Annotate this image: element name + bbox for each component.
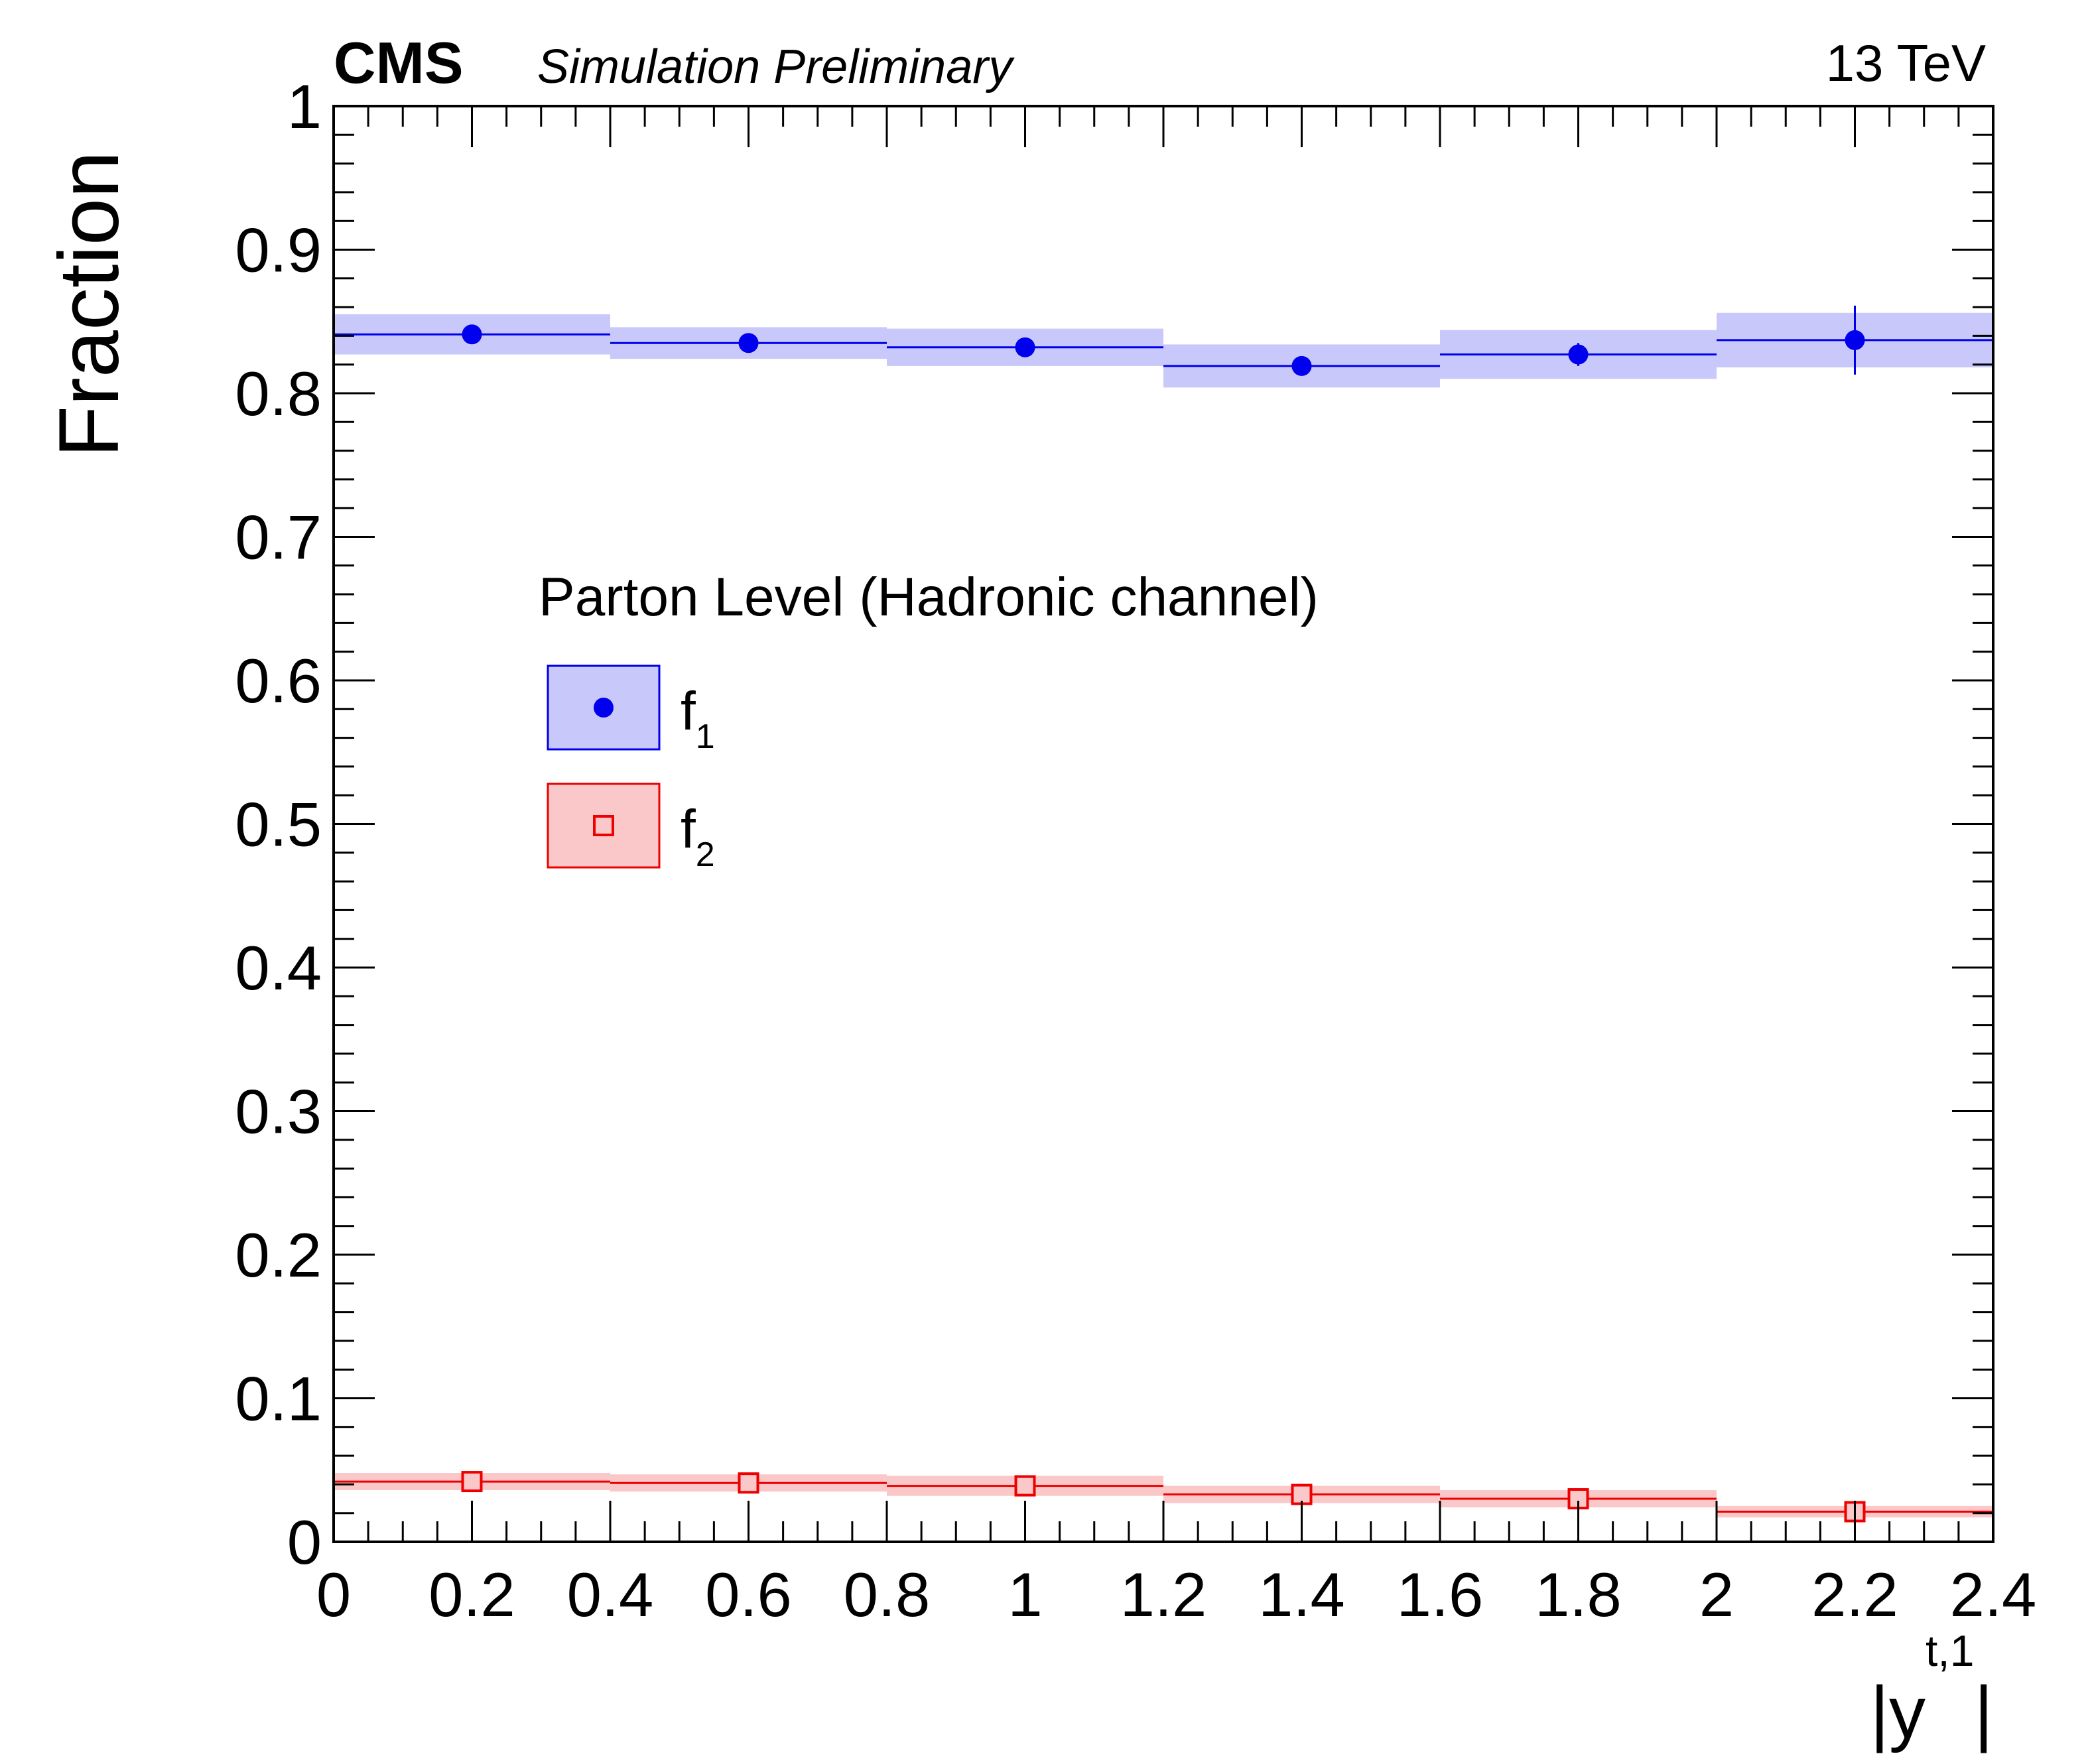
- y-tick-label-2: 0.2: [235, 1220, 322, 1290]
- cms-label: CMS: [334, 30, 464, 95]
- x-tick-label-1: 0.2: [428, 1560, 515, 1629]
- simulation-preliminary-label: Simulation Preliminary: [537, 40, 1015, 94]
- legend-label-f2: f2: [681, 799, 715, 874]
- energy-label: 13 TeV: [1826, 34, 1986, 92]
- x-tick-label-2: 0.4: [567, 1560, 654, 1629]
- x-tick-label-4: 0.8: [844, 1560, 931, 1629]
- x-tick-label-6: 1.2: [1120, 1560, 1207, 1629]
- x-tick-label-9: 1.8: [1535, 1560, 1622, 1629]
- y-tick-label-9: 0.9: [235, 216, 322, 285]
- y-tick-label-6: 0.6: [235, 646, 322, 716]
- point-s1-bin4: [1291, 355, 1312, 376]
- x-tick-label-11: 2.2: [1811, 1560, 1898, 1629]
- y-tick-label-10: 1: [287, 72, 322, 141]
- point-s1-bin3: [1015, 337, 1035, 357]
- y-tick-label-3: 0.3: [235, 1077, 322, 1147]
- point-s1-bin2: [738, 333, 759, 353]
- x-tick-label-10: 2: [1699, 1560, 1734, 1629]
- x-tick-label-7: 1.4: [1258, 1560, 1345, 1629]
- x-axis-title: |yt,1|: [1870, 1626, 1993, 1753]
- point-s2-bin2: [738, 1472, 759, 1494]
- legend-header: Parton Level (Hadronic channel): [539, 567, 1319, 627]
- y-tick-label-0: 0: [287, 1507, 322, 1577]
- y-axis-title: Fraction: [42, 151, 137, 458]
- x-tick-label-8: 1.6: [1397, 1560, 1484, 1629]
- x-axis-title-sup: t,1: [1926, 1626, 1974, 1675]
- point-s2-bin4: [1291, 1483, 1313, 1505]
- x-axis-title-close: |: [1974, 1672, 1993, 1753]
- point-s2-bin1: [461, 1471, 483, 1493]
- y-tick-label-5: 0.5: [235, 790, 322, 859]
- x-tick-label-5: 1: [1008, 1560, 1042, 1629]
- legend-label-f1: f1: [681, 681, 715, 756]
- legend-entry-f1: f1: [547, 664, 715, 756]
- y-tick-label-8: 0.8: [235, 359, 322, 428]
- x-tick-label-12: 2.4: [1950, 1560, 2037, 1629]
- x-tick-label-3: 0.6: [705, 1560, 792, 1629]
- y-tick-label-7: 0.7: [235, 503, 322, 572]
- x-tick-label-0: 0: [316, 1560, 351, 1629]
- legend-marker-f1: [594, 698, 614, 718]
- y-tick-label-1: 0.1: [235, 1364, 322, 1434]
- x-axis-title-main: |y: [1870, 1672, 1926, 1753]
- x-tick-labels: 0 0.2 0.4 0.6 0.8 1 1.2 1.4 1.6 1.8 2 2.2 2.4: [316, 1560, 2036, 1629]
- point-s2-bin3: [1014, 1475, 1036, 1497]
- axis-ticks: [332, 105, 1994, 1543]
- point-s1-bin1: [462, 324, 482, 345]
- point-s1-bin6: [1845, 330, 1865, 350]
- legend-entry-f2: f2: [547, 783, 715, 874]
- point-s1-bin5: [1568, 344, 1589, 365]
- y-tick-label-4: 0.4: [235, 933, 322, 1003]
- y-tick-labels: 0 0.1 0.2 0.3 0.4 0.5 0.6 0.7 0.8 0.9 1: [235, 72, 322, 1577]
- legend: Parton Level (Hadronic channel) f1 f2: [539, 567, 1319, 874]
- legend-marker-f2: [593, 815, 614, 836]
